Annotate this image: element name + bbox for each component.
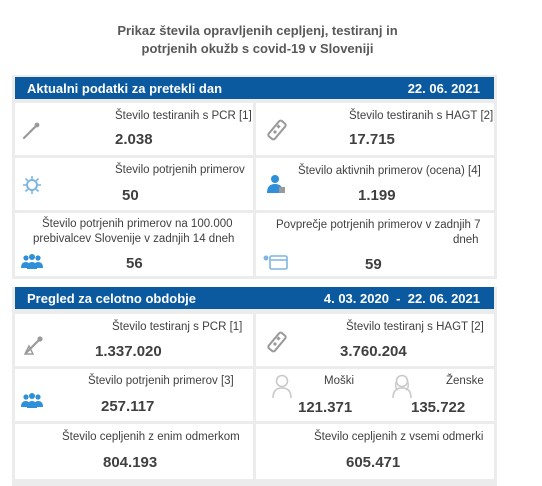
daily-per100k-label-line-2: prebivalcev Slovenije v zadnjih 14 dneh (33, 233, 235, 245)
swab-icon (21, 121, 41, 141)
overall-confirmed-label: Število potrjenih primerov [3] (88, 375, 234, 387)
vacc-all-label: Število cepljenih z vsemi odmerki (314, 431, 484, 443)
overall-hagt-label: Število testiranj s HAGT [2] (346, 321, 484, 333)
daily-active-label: Število aktivnih primerov (ocena) [4] (298, 165, 481, 177)
daily-active-card: Število aktivnih primerov (ocena) [4] 1.… (256, 158, 494, 210)
overall-header-bar: Pregled za celotno obdobje 4. 03. 2020 -… (15, 287, 494, 309)
daily-hagt-label: Število testiranih s HAGT [2] (349, 110, 494, 122)
male-icon (271, 373, 293, 399)
overall-vacc-all-card: Število cepljenih z vsemi odmerki 605.47… (256, 424, 494, 479)
overall-pcr-card: Število testiranj s PCR [1] 1.337.020 (15, 314, 253, 366)
population-icon (21, 392, 43, 410)
daily-panel: Aktualni podatki za pretekli dan 22. 06.… (12, 75, 497, 279)
daily-pcr-label: Število testiranih s PCR [1] (115, 110, 252, 122)
daily-header-title: Aktualni podatki za pretekli dan (27, 81, 223, 96)
overall-header-title: Pregled za celotno obdobje (27, 291, 197, 306)
daily-avg7-card: Povprečje potrjenih primerov v zadnjih 7… (256, 213, 494, 276)
page-title: Prikaz števila opravljenih cepljenj, tes… (0, 22, 515, 58)
daily-pcr-value: 2.038 (115, 131, 153, 148)
calendar-icon (262, 254, 288, 270)
overall-panel: Pregled za celotno obdobje 4. 03. 2020 -… (12, 287, 497, 486)
daily-confirmed-value: 50 (122, 187, 139, 204)
female-icon (391, 373, 413, 399)
daily-per100k-label-line-1: Število potrjenih primerov na 100.000 (42, 218, 233, 230)
daily-confirmed-label: Število potrjenih primerov (115, 164, 245, 176)
overall-pcr-label: Število testiranj s PCR [1] (112, 321, 243, 333)
daily-hagt-value: 17.715 (349, 131, 395, 148)
daily-avg7-label-line-1: Povprečje potrjenih primerov v zadnjih 7 (276, 219, 481, 231)
male-label: Moški (324, 375, 355, 387)
vacc-all-value: 605.471 (346, 454, 401, 471)
overall-confirmed-card: Število potrjenih primerov [3] 257.117 (15, 369, 253, 421)
daily-active-value: 1.199 (358, 187, 396, 204)
overall-confirmed-value: 257.117 (101, 398, 155, 415)
page-title-line-1: Prikaz števila opravljenih cepljenj, tes… (117, 23, 398, 38)
vacc-one-label: Število cepljenih z enim odmerkom (62, 431, 240, 443)
overall-vacc-one-card: Število cepljenih z enim odmerkom 804.19… (15, 424, 253, 479)
swab-icon (23, 334, 45, 356)
rapid-test-icon (266, 119, 288, 141)
rapid-test-icon (266, 331, 288, 353)
daily-hagt-card: Število testiranih s HAGT [2] 17.715 (256, 103, 494, 155)
page-title-line-2: potrjenih okužb s covid-19 v Sloveniji (141, 41, 374, 56)
overall-hagt-card: Število testiranj s HAGT [2] 3.760.204 (256, 314, 494, 366)
overall-hagt-value: 3.760.204 (340, 343, 407, 360)
male-value: 121.371 (298, 399, 353, 416)
daily-per100k-card: Število potrjenih primerov na 100.000 pr… (15, 213, 253, 276)
population-icon (21, 253, 43, 271)
female-label: Ženske (446, 375, 484, 387)
overall-header-date-range: 4. 03. 2020 - 22. 06. 2021 (323, 291, 480, 306)
vacc-one-value: 804.193 (103, 454, 158, 471)
overall-gender-card: Moški 121.371 Ženske 135.722 (256, 369, 494, 421)
daily-per100k-value: 56 (126, 255, 143, 272)
female-value: 135.722 (411, 399, 466, 416)
daily-confirmed-card: Število potrjenih primerov 50 (15, 158, 253, 210)
daily-pcr-card: Število testiranih s PCR [1] 2.038 (15, 103, 253, 155)
daily-header-date: 22. 06. 2021 (407, 81, 480, 96)
daily-header-bar: Aktualni podatki za pretekli dan 22. 06.… (15, 77, 494, 99)
daily-avg7-label-line-2: dneh (453, 234, 479, 246)
virus-icon (22, 175, 42, 195)
overall-pcr-value: 1.337.020 (95, 343, 162, 360)
patient-icon (265, 173, 287, 195)
daily-avg7-value: 59 (365, 256, 382, 273)
